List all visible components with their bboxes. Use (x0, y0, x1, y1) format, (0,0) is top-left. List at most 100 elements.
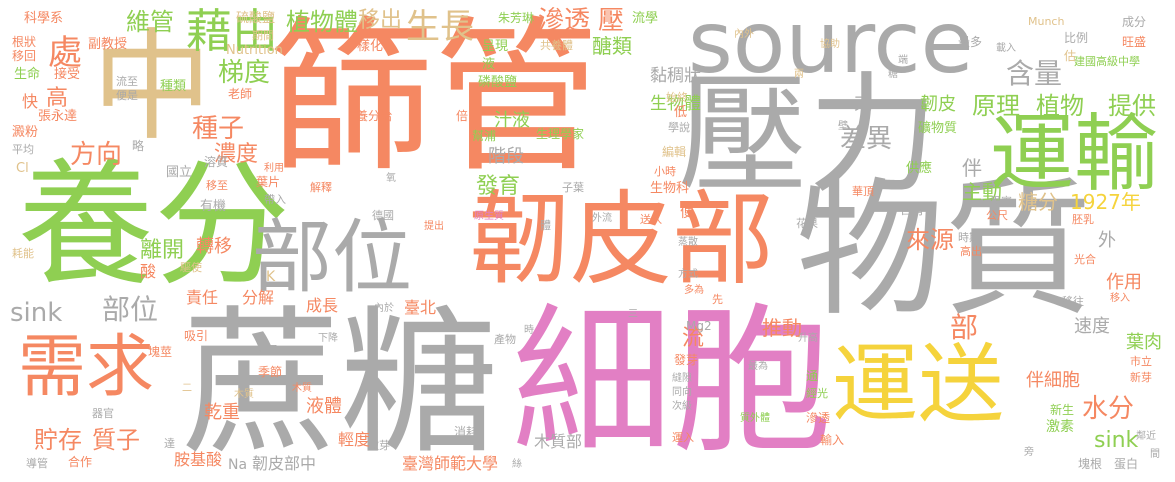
word-neiwai: 內外 (734, 29, 754, 40)
word-ban: 伴 (962, 156, 982, 180)
word-jisu: 激素 (1046, 419, 1074, 435)
word-shengming: 生命 (14, 67, 41, 82)
word-guoshi: 果實 (990, 195, 1012, 208)
word-qijian: 期間 (252, 29, 274, 42)
word-taibei: 臺北 (404, 298, 437, 317)
word-ganzhong: 乾重 (204, 402, 240, 423)
word-yang: 氧 (386, 173, 396, 184)
word-fenjie: 分解 (242, 288, 275, 307)
word-shuru: 輸入 (820, 433, 845, 447)
word-gongying: 供應 (906, 161, 933, 176)
word-huading: 華頂 (852, 185, 874, 198)
word-pingjun: 平均 (12, 143, 34, 156)
word-shentou-2: 滲透 (806, 411, 831, 425)
word-yerou: 葉肉 (1126, 332, 1162, 353)
word-jieshou: 接受 (54, 67, 81, 82)
word-da: 達 (164, 437, 175, 450)
word-nongdu: 濃度 (214, 142, 259, 167)
word-tang: 糖 (888, 69, 898, 80)
word-linjin: 鄰近 (1136, 431, 1156, 442)
word-weiguan: 維管 (126, 8, 174, 36)
word-er: 二 (182, 383, 192, 394)
word-hezuo: 合作 (68, 455, 93, 469)
word-shengwuke: 生物科 (650, 181, 690, 196)
word-zeren: 責任 (186, 288, 219, 307)
word-zhizi: 質子 (92, 426, 140, 454)
word-tongxiang: 同向 (672, 387, 692, 398)
word-zairu: 載入 (996, 43, 1016, 54)
word-shili: 市立 (1130, 355, 1152, 368)
word-zuiduo: 最多 (958, 35, 983, 49)
word-yizhi: 移至 (206, 179, 228, 192)
word-bianshi: 便是 (116, 89, 138, 102)
word-jianguo: 建國高級中學 (1074, 55, 1140, 68)
word-renpibu: 韌皮部 (468, 181, 774, 300)
word-shaiguan: 篩管 (268, 2, 600, 195)
word-guoli: 國立 (166, 165, 193, 180)
word-gao: 高 (46, 86, 69, 111)
word-liyong: 利用 (264, 163, 284, 174)
word-renpibuzhong: 韌皮部中 (252, 454, 317, 473)
word-muzhi: 木質 (234, 389, 254, 400)
word-fengxi: 縫隙 (672, 373, 692, 384)
word-zhufanglin: 朱芳琳 (498, 11, 535, 25)
word-yunru: 運入 (672, 431, 694, 444)
word-wailiu: 外流 (592, 213, 612, 224)
word-tong: 通 (806, 369, 819, 383)
word-shi: 時 (524, 325, 534, 336)
word-san: 三 (628, 309, 638, 320)
word-xiaoshi: 小時 (654, 165, 676, 178)
word-duan: 端 (898, 55, 908, 66)
word-huaguo: 花果 (796, 217, 818, 230)
word-taiwanshifan: 臺灣師範大學 (402, 454, 499, 473)
word-yiwang: 移往 (1062, 295, 1084, 308)
word-gaochu: 高出 (960, 245, 982, 258)
word-nenya: 嫩芽 (368, 439, 390, 452)
word-songru: 送入 (640, 213, 662, 226)
word-rongzhi: 溶質 (204, 155, 229, 169)
word-jijie: 季節 (258, 365, 283, 379)
word-chengzhang: 成長 (306, 296, 339, 315)
word-gongyangti: 共養體 (540, 39, 573, 52)
word-bei: 倍 (456, 109, 469, 123)
word-kuaijing: 塊莖 (148, 345, 173, 359)
word-ya: 壓 (598, 6, 625, 36)
word-qushi: 驅使 (180, 261, 202, 274)
word-dianfen: 澱粉 (12, 125, 39, 140)
word-na: Na (228, 457, 248, 473)
word-ti: 體 (540, 219, 551, 232)
word-mg2: Mg2 (686, 319, 712, 333)
word-lizi: 離子 (258, 345, 278, 356)
word-munch: Munch (1028, 15, 1065, 28)
word-sink-2: sink (1094, 428, 1139, 453)
word-gu: 估 (1064, 49, 1077, 63)
word-xiajiang: 下降 (318, 333, 338, 344)
word-zhengsan: 蒸散 (678, 237, 698, 248)
word-shuifen: 水分 (1082, 394, 1135, 424)
word-haoneng: 耗能 (12, 247, 34, 260)
word-k: K (266, 269, 276, 285)
word-tuidong: 推動 (762, 316, 802, 340)
word-chengxian: 呈現 (482, 39, 509, 54)
word-yepian: 葉片 (256, 175, 281, 189)
word-peiru: 胚乳 (1072, 213, 1094, 226)
word-shengzhang: 生長 (406, 7, 474, 47)
word-deguo: 德國 (372, 209, 394, 222)
word-liang: 兩 (794, 69, 804, 80)
word-yihui: 移回 (12, 49, 37, 63)
word-fayu: 發育 (476, 174, 521, 199)
word-tichu: 提出 (424, 221, 444, 232)
word-zhong: 中 (92, 18, 212, 157)
word-yichu: 移出 (358, 8, 403, 33)
word-buwei: 部位 (252, 211, 412, 304)
word-yali: 壓力 (678, 59, 939, 211)
word-muzhi-2: 木質 (292, 383, 312, 394)
word-kuaigen: 塊根 (1078, 457, 1103, 471)
word-likai: 離開 (140, 238, 185, 263)
word-bianji: 編輯 (662, 145, 687, 159)
word-suan: 酸 (140, 262, 157, 281)
word-laoshi: 老師 (228, 87, 253, 101)
word-zhiwu: 植物 (1036, 92, 1084, 120)
word-shenglixuejia: 生理學家 (536, 127, 585, 141)
word-youji: 有機 (200, 199, 227, 214)
